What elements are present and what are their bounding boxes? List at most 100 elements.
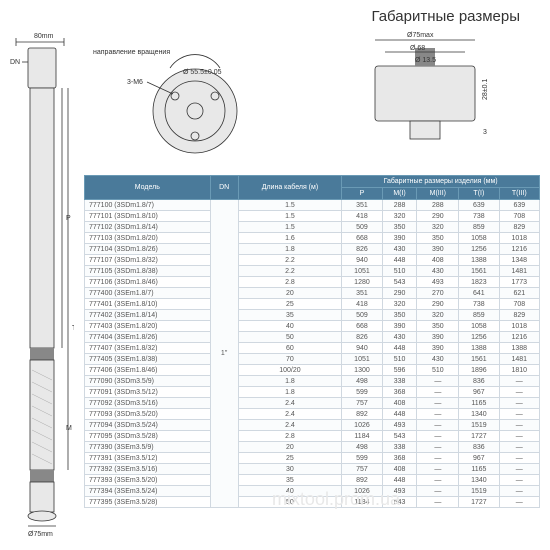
cell-m3: — <box>417 387 459 398</box>
cell-m3: — <box>417 376 459 387</box>
dim-80mm: 80mm <box>34 33 54 40</box>
cell-model: 777406 (3SEm1.8/46) <box>85 365 211 376</box>
table-row: 777401 (3SEm1.8/10)25418320290738708 <box>85 299 540 310</box>
cell-t3: — <box>499 497 539 508</box>
dim-p: P <box>66 215 71 222</box>
table-row: 777107 (3SDm1.8/32)2.294044840813881348 <box>85 255 540 266</box>
cell-t3: 1481 <box>499 266 539 277</box>
cell-t1: 738 <box>459 211 499 222</box>
cell-m3: 350 <box>417 321 459 332</box>
cell-m1: 510 <box>382 354 417 365</box>
cell-t3: — <box>499 453 539 464</box>
callout-55: Ø 55.5±0.05 <box>183 69 222 76</box>
cell-model: 777404 (3SEm1.8/26) <box>85 332 211 343</box>
table-row: 777105 (3SDm1.8/38)2.2105151043015611481 <box>85 266 540 277</box>
cell-m3: — <box>417 475 459 486</box>
table-row: 777393 (3SEm3.5/20)35892448—1340— <box>85 475 540 486</box>
cell-c: 70 <box>238 354 342 365</box>
cell-c: 40 <box>238 486 342 497</box>
cell-t3: 1018 <box>499 233 539 244</box>
cell-t1: 1727 <box>459 497 499 508</box>
cell-m1: 320 <box>382 211 417 222</box>
callout-68: Ø 68 <box>410 45 425 52</box>
cell-t3: — <box>499 464 539 475</box>
cell-model: 777392 (3SEm3.5/16) <box>85 464 211 475</box>
cell-p: 668 <box>342 233 382 244</box>
cell-model: 777092 (3SDm3.5/16) <box>85 398 211 409</box>
cell-model: 777107 (3SDm1.8/32) <box>85 255 211 266</box>
cell-model: 777093 (3SDm3.5/20) <box>85 409 211 420</box>
cell-t1: 1058 <box>459 321 499 332</box>
cell-p: 668 <box>342 321 382 332</box>
cell-model: 777103 (3SDm1.8/20) <box>85 233 211 244</box>
cell-c: 25 <box>238 453 342 464</box>
cell-m1: 493 <box>382 420 417 431</box>
cell-t3: 1810 <box>499 365 539 376</box>
cell-t3: 829 <box>499 222 539 233</box>
cell-model: 777402 (3SEm1.8/14) <box>85 310 211 321</box>
cell-m1: 338 <box>382 376 417 387</box>
cell-m1: 288 <box>382 200 417 211</box>
th-p: P <box>342 188 382 200</box>
cell-p: 940 <box>342 343 382 354</box>
cell-c: 2.8 <box>238 431 342 442</box>
cell-t1: 1519 <box>459 420 499 431</box>
cell-p: 1184 <box>342 497 382 508</box>
cell-t3: 708 <box>499 299 539 310</box>
cell-m3: 390 <box>417 343 459 354</box>
cell-p: 351 <box>342 288 382 299</box>
cell-t1: 836 <box>459 376 499 387</box>
cell-p: 1026 <box>342 486 382 497</box>
cell-c: 1.8 <box>238 376 342 387</box>
cell-c: 20 <box>238 442 342 453</box>
cell-model: 777091 (3SDm3.5/12) <box>85 387 211 398</box>
cell-p: 599 <box>342 387 382 398</box>
cell-c: 2.4 <box>238 409 342 420</box>
cell-p: 1026 <box>342 420 382 431</box>
cell-t1: 1256 <box>459 332 499 343</box>
cell-t3: — <box>499 420 539 431</box>
table-row: 777090 (3SDm3.5/9)1.8498338—836— <box>85 376 540 387</box>
cell-p: 757 <box>342 398 382 409</box>
cell-t1: 1165 <box>459 398 499 409</box>
cell-m1: 368 <box>382 453 417 464</box>
table-row: 777403 (3SEm1.8/20)4066839035010581018 <box>85 321 540 332</box>
cell-t1: 1519 <box>459 486 499 497</box>
cell-m1: 543 <box>382 431 417 442</box>
cell-t3: 639 <box>499 200 539 211</box>
cell-m3: — <box>417 420 459 431</box>
cell-m3: 288 <box>417 200 459 211</box>
rotation-label: направление вращения <box>93 49 170 56</box>
cell-model: 777090 (3SDm3.5/9) <box>85 376 211 387</box>
cell-c: 40 <box>238 321 342 332</box>
cell-p: 1051 <box>342 266 382 277</box>
cell-m1: 350 <box>382 310 417 321</box>
table-row: 777391 (3SEm3.5/12)25599368—967— <box>85 453 540 464</box>
callout-3: 3 <box>483 129 487 136</box>
cell-p: 1300 <box>342 365 382 376</box>
th-model: Модель <box>85 176 211 200</box>
cell-model: 777104 (3SDm1.8/26) <box>85 244 211 255</box>
cell-c: 20 <box>238 288 342 299</box>
cell-t1: 836 <box>459 442 499 453</box>
left-pump-diagram: 80mm DN P T M Ø75mm <box>6 30 74 540</box>
cell-t1: 859 <box>459 222 499 233</box>
cell-m3: 390 <box>417 332 459 343</box>
cell-t1: 859 <box>459 310 499 321</box>
dim-75mm: Ø75mm <box>28 531 53 538</box>
cell-t3: 1481 <box>499 354 539 365</box>
cell-model: 777100 (3SDm1.8/7) <box>85 200 211 211</box>
cell-m3: 430 <box>417 266 459 277</box>
cell-model: 777395 (3SEm3.5/28) <box>85 497 211 508</box>
cell-t1: 1058 <box>459 233 499 244</box>
cell-p: 892 <box>342 409 382 420</box>
cell-m3: 408 <box>417 255 459 266</box>
table-row: 777101 (3SDm1.8/10)1.5418320290738708 <box>85 211 540 222</box>
cell-c: 2.2 <box>238 255 342 266</box>
cell-model: 777405 (3SEm1.8/38) <box>85 354 211 365</box>
cell-p: 940 <box>342 255 382 266</box>
cell-model: 777102 (3SDm1.8/14) <box>85 222 211 233</box>
table-row: 777092 (3SDm3.5/16)2.4757408—1165— <box>85 398 540 409</box>
cell-dn: 1" <box>210 200 238 508</box>
cell-m3: 320 <box>417 222 459 233</box>
